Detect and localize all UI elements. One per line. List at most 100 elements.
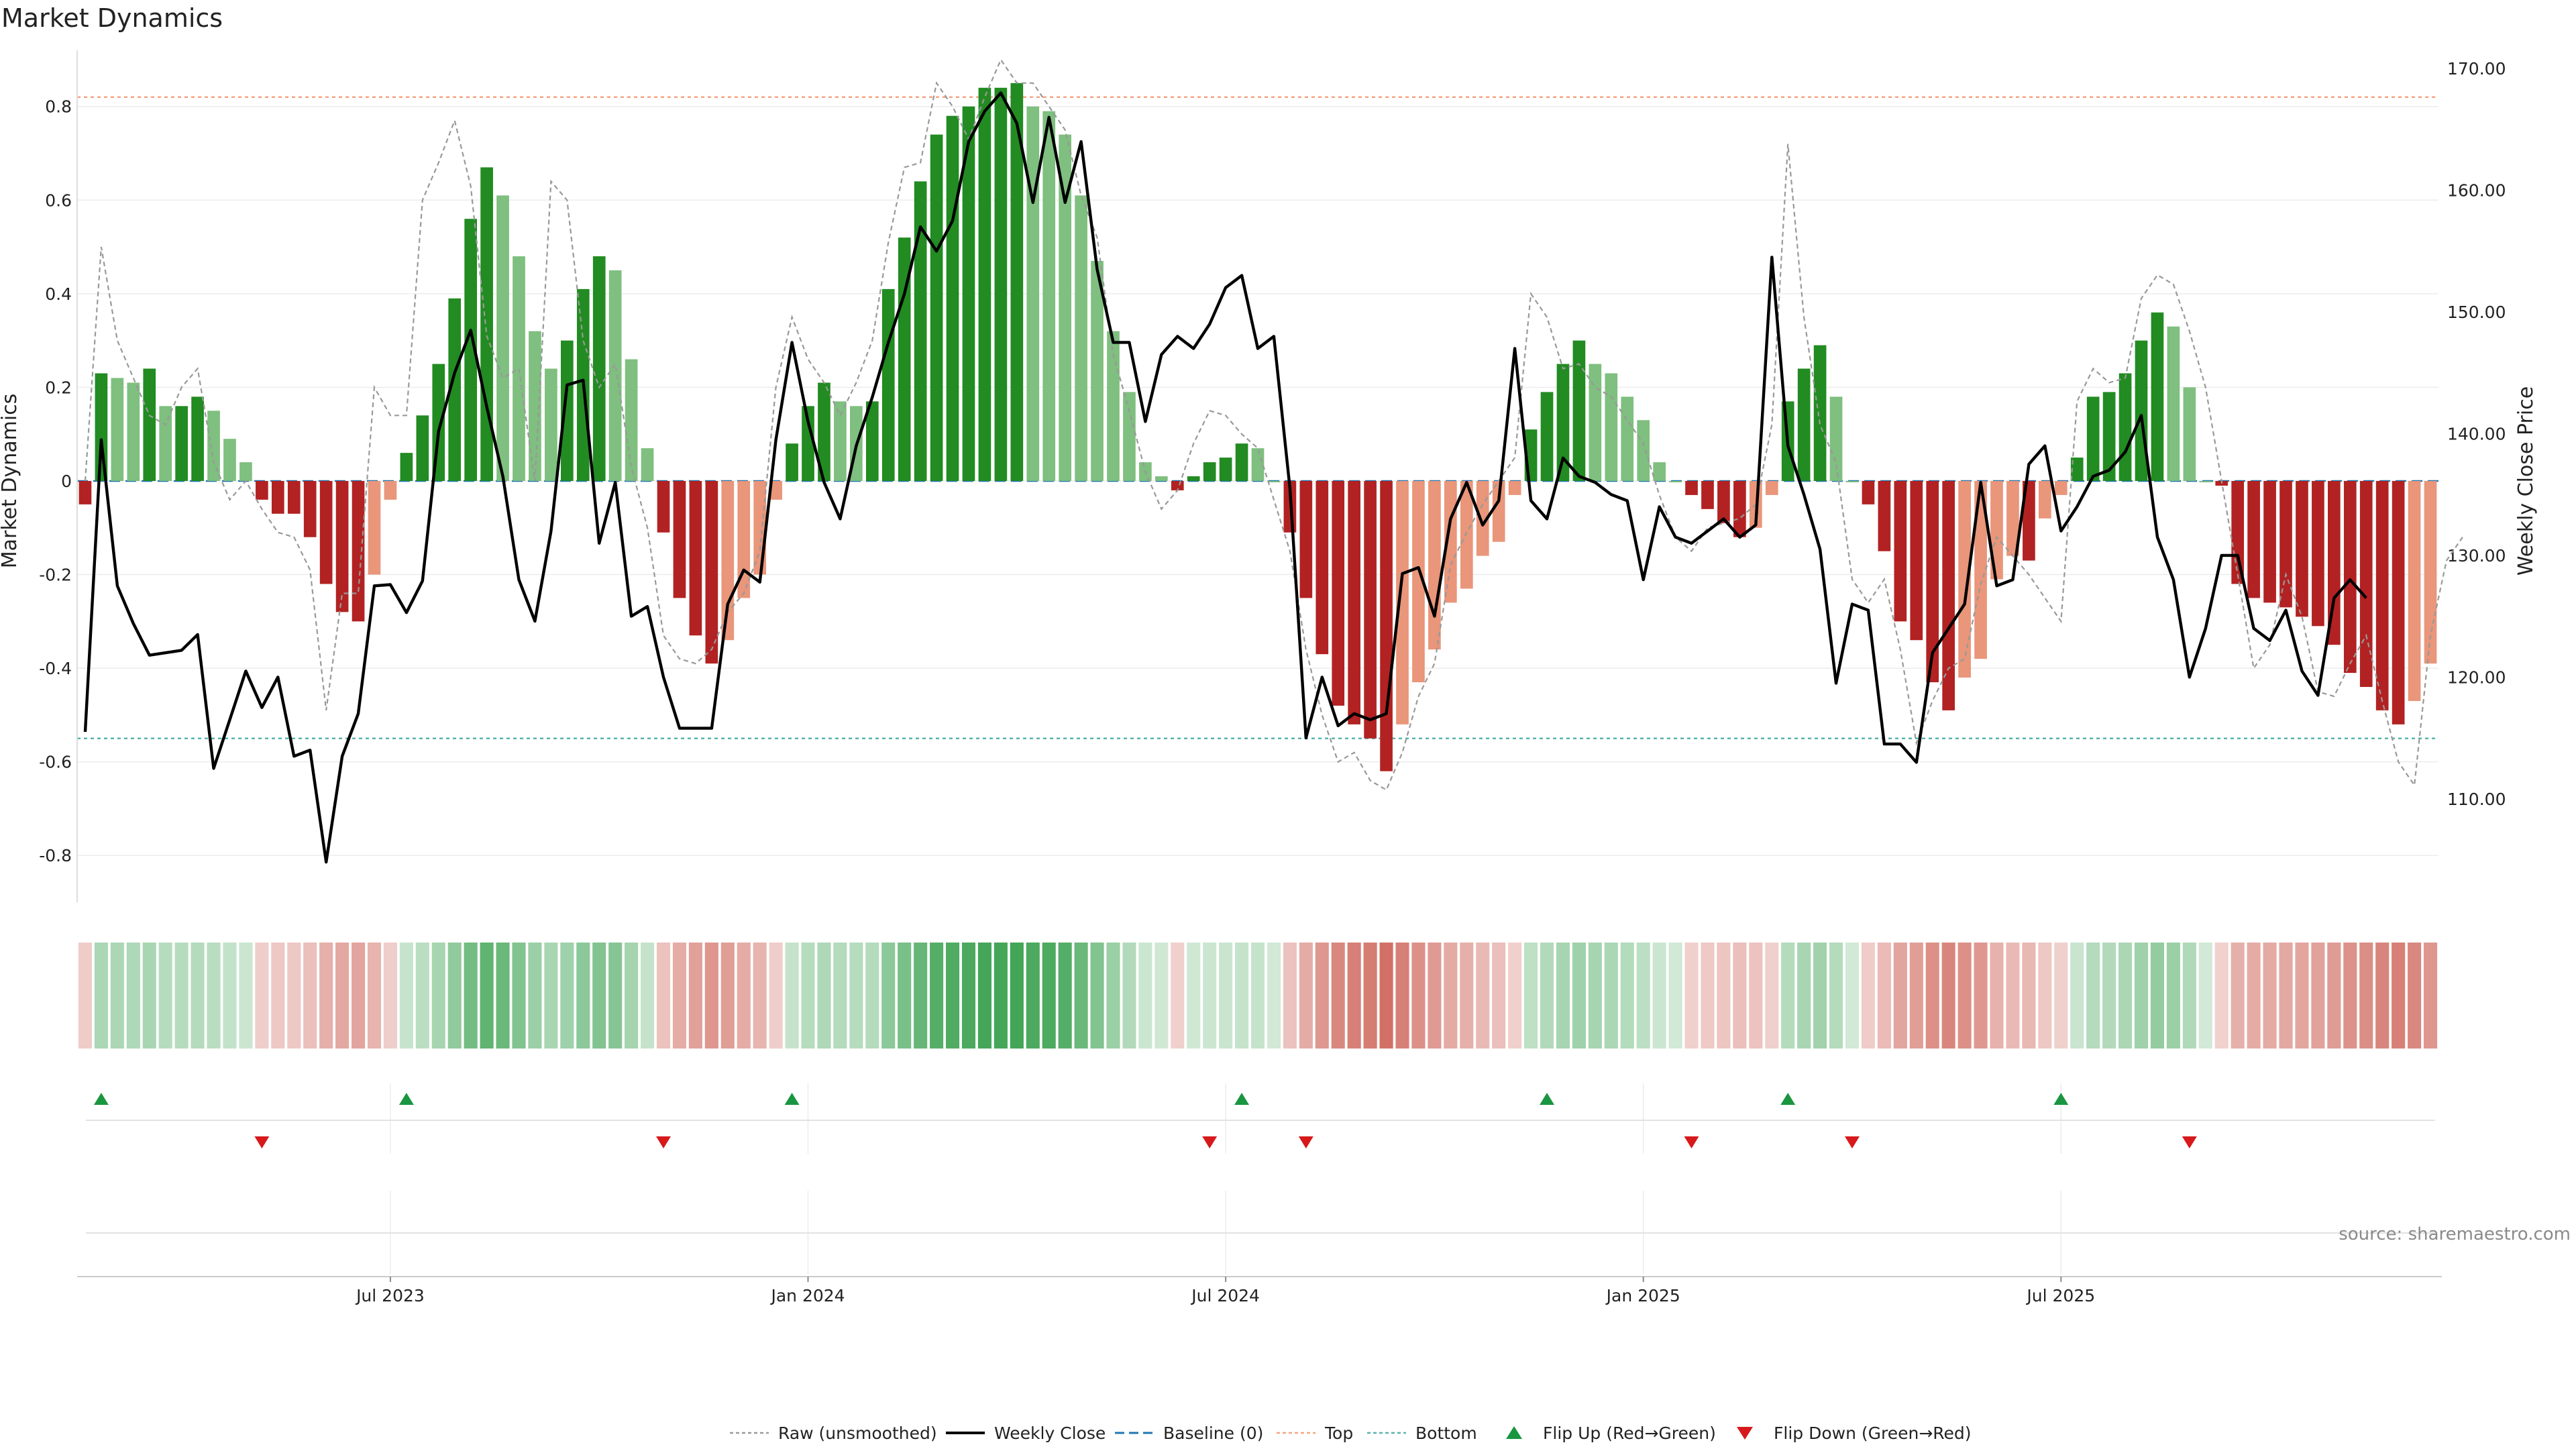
intensity-cell [1684, 943, 1699, 1049]
intensity-cell [1974, 943, 1988, 1049]
main-panel: 0.8 0.6 0.4 0.2 0 -0.2 -0.4 -0.6 -0.8 170.00 160.… [0, 50, 2538, 902]
intensity-cell [560, 943, 574, 1049]
dynamics-bar [1926, 480, 1939, 683]
intensity-cell [2247, 943, 2261, 1049]
dynamics-bar [78, 480, 92, 504]
dynamics-bar [1299, 480, 1313, 598]
dynamics-bar [1492, 480, 1505, 542]
dynamics-bar [1717, 480, 1730, 523]
dynamics-bar [2263, 480, 2276, 603]
intensity-cell [625, 943, 639, 1049]
dynamics-bar [464, 219, 478, 481]
dynamics-bar [962, 106, 975, 481]
intensity-cell [239, 943, 253, 1049]
intensity-cell [1636, 943, 1650, 1049]
intensity-cell [94, 943, 108, 1049]
intensity-cell [817, 943, 831, 1049]
dynamics-bar [2392, 480, 2405, 724]
y-tick-label: -0.2 [39, 566, 72, 585]
dynamics-bar [865, 401, 879, 481]
dynamics-bar [529, 331, 541, 481]
y2-tick-label: 150.00 [2447, 303, 2506, 322]
dynamics-bar [1075, 195, 1087, 481]
y-tick-label: 0 [61, 472, 72, 491]
intensity-cell [1460, 943, 1474, 1049]
intensity-cell [207, 943, 221, 1049]
intensity-cell [367, 943, 382, 1049]
intensity-cell [1990, 943, 2004, 1049]
intensity-cell [1893, 943, 1907, 1049]
y-tick-label: 0.4 [45, 284, 72, 304]
intensity-cell [287, 943, 301, 1049]
intensity-cell [1267, 943, 1281, 1049]
intensity-cell [704, 943, 718, 1049]
x-tick-label: Jul 2023 [355, 1286, 425, 1305]
dynamics-bar [271, 480, 284, 514]
dynamics-bar [2231, 480, 2245, 584]
flip-up-marker [2053, 1093, 2069, 1105]
intensity-cell [2198, 943, 2212, 1049]
intensity-cell [1187, 943, 1201, 1049]
dynamics-bar [1845, 480, 1859, 482]
intensity-cell [1444, 943, 1458, 1049]
intensity-cell [1155, 943, 1169, 1049]
intensity-cell [1508, 943, 1522, 1049]
flip-down-marker [656, 1136, 672, 1148]
dynamics-bar [1364, 480, 1377, 739]
dynamics-bar [1556, 364, 1570, 481]
dynamics-bar [1589, 364, 1602, 481]
dynamics-bar [1219, 458, 1232, 481]
dynamics-bar [95, 373, 108, 481]
intensity-cell [2423, 943, 2438, 1049]
intensity-cell [608, 943, 623, 1049]
intensity-cell [1845, 943, 1860, 1049]
intensity-strip [78, 943, 2438, 1049]
dynamics-bar [1637, 420, 1650, 481]
dynamics-bar [657, 480, 670, 533]
dynamics-bar [1701, 480, 1714, 509]
intensity-cell [1733, 943, 1747, 1049]
intensity-cell [1524, 943, 1538, 1049]
dynamics-bar [2167, 326, 2180, 481]
x-tick-label: Jul 2024 [1190, 1286, 1260, 1305]
dynamics-bar [480, 167, 493, 481]
dynamics-bar [256, 480, 268, 500]
intensity-cell [753, 943, 767, 1049]
dynamics-bar [2296, 480, 2308, 617]
intensity-cell [945, 943, 960, 1049]
dynamics-bar [496, 195, 509, 481]
intensity-cell [1701, 943, 1715, 1049]
intensity-cell [319, 943, 333, 1049]
dynamics-bar [335, 480, 349, 612]
intensity-cell [2150, 943, 2165, 1049]
dynamics-bar [223, 439, 236, 481]
reference-lines [77, 96, 2438, 740]
x-tick-label: Jan 2024 [769, 1286, 845, 1305]
intensity-cell [447, 943, 462, 1049]
y2-tick-label: 160.00 [2447, 181, 2506, 201]
y2-tick-label: 140.00 [2447, 425, 2506, 444]
dynamics-bar [1316, 480, 1329, 655]
dynamics-bar [1251, 448, 1265, 481]
intensity-cell [110, 943, 124, 1049]
intensity-cell [977, 943, 991, 1049]
dynamics-bar [1605, 373, 1618, 481]
y-tick-label: 0.2 [45, 378, 72, 397]
intensity-cell [2102, 943, 2116, 1049]
dynamics-bar [994, 87, 1008, 481]
intensity-cell [576, 943, 590, 1049]
dynamics-bar [802, 406, 814, 481]
intensity-cell [271, 943, 285, 1049]
dynamics-bar [384, 480, 397, 500]
y2-tick-label: 130.00 [2447, 546, 2506, 566]
dynamics-bar [641, 448, 654, 481]
dynamics-bar [2151, 312, 2164, 481]
dynamics-bar [1910, 480, 1923, 641]
dynamics-bar [673, 480, 686, 598]
dynamics-bar [786, 443, 798, 481]
intensity-cell [126, 943, 140, 1049]
intensity-cell [464, 943, 478, 1049]
y-tick-label: -0.4 [39, 659, 72, 678]
dynamics-bar [2135, 340, 2148, 481]
flip-down-marker [2182, 1136, 2197, 1148]
